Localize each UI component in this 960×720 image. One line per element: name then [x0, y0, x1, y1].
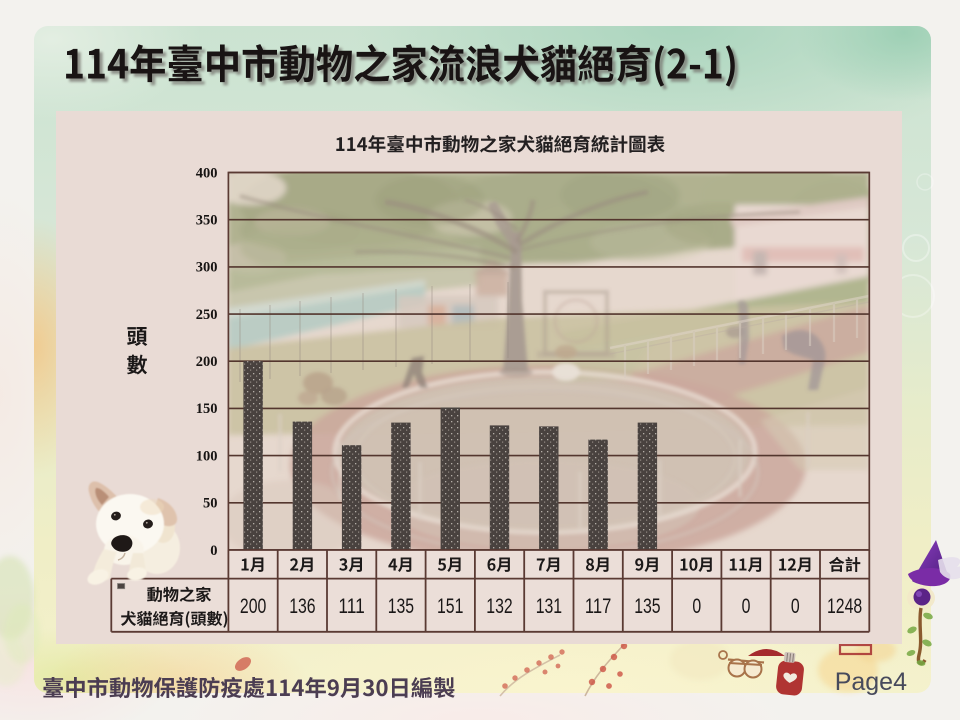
svg-text:400: 400: [196, 165, 218, 181]
svg-text:0: 0: [742, 595, 751, 618]
svg-text:200: 200: [196, 354, 218, 370]
svg-text:111: 111: [338, 595, 364, 618]
svg-text:Page4: Page4: [835, 668, 907, 696]
svg-text:135: 135: [634, 595, 660, 618]
svg-text:350: 350: [196, 213, 218, 229]
svg-text:0: 0: [692, 595, 701, 618]
svg-text:117: 117: [585, 595, 611, 618]
svg-text:132: 132: [486, 595, 512, 618]
svg-text:131: 131: [536, 595, 562, 618]
svg-text:136: 136: [289, 595, 315, 618]
svg-text:200: 200: [240, 595, 266, 618]
svg-text:100: 100: [196, 448, 218, 464]
svg-text:50: 50: [203, 496, 218, 512]
svg-text:0: 0: [791, 595, 800, 618]
svg-text:300: 300: [196, 260, 218, 276]
svg-text:0: 0: [210, 543, 217, 559]
svg-text:151: 151: [437, 595, 463, 618]
svg-text:135: 135: [388, 595, 414, 618]
svg-text:150: 150: [196, 401, 218, 417]
svg-text:1248: 1248: [827, 595, 862, 618]
svg-text:250: 250: [196, 307, 218, 323]
